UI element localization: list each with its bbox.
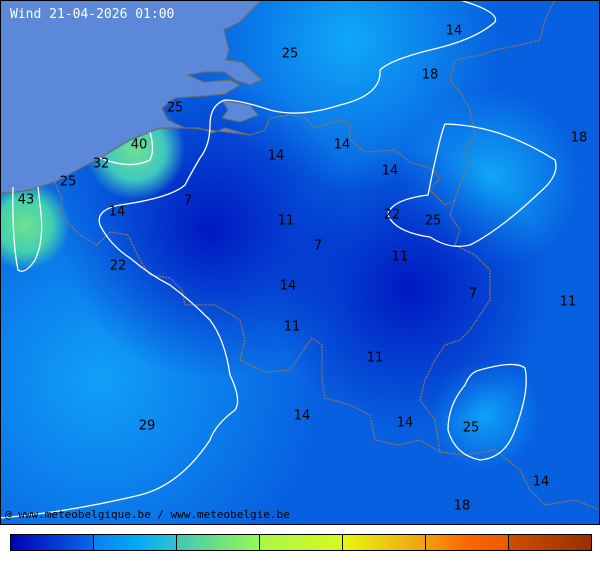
- wind-label: 14: [446, 24, 463, 39]
- wind-label: 7: [184, 194, 192, 209]
- wind-label: 11: [392, 250, 409, 265]
- wind-label: 25: [60, 175, 77, 190]
- estuary: [221, 99, 259, 123]
- wind-label: 14: [294, 409, 311, 424]
- color-scale-segment: [343, 535, 426, 550]
- wind-label: 25: [463, 421, 480, 436]
- wind-label: 14: [533, 475, 550, 490]
- sea-area: [0, 0, 264, 194]
- wind-label: 40: [131, 138, 148, 153]
- wind-map: 14 25 18 18 25 40 14 32 14 14 25 43 7 14…: [0, 0, 600, 525]
- wind-label: 11: [284, 320, 301, 335]
- wind-label: 14: [109, 205, 126, 220]
- wind-label: 7: [314, 239, 322, 254]
- country-borders: [54, 0, 600, 511]
- wind-label: 25: [425, 214, 442, 229]
- wind-label: 11: [278, 214, 295, 229]
- wind-label: 11: [367, 351, 384, 366]
- color-scale-segment: [11, 535, 94, 550]
- wind-label: 43: [18, 193, 35, 208]
- wind-speed-labels: 14 25 18 18 25 40 14 32 14 14 25 43 7 14…: [18, 24, 588, 514]
- wind-label: 14: [397, 416, 414, 431]
- wind-label: 14: [280, 279, 297, 294]
- color-scale-segment: [94, 535, 177, 550]
- wind-label: 7: [469, 287, 477, 302]
- wind-label: 14: [268, 149, 285, 164]
- color-scale-segment: [426, 535, 509, 550]
- color-scale-segment: [177, 535, 260, 550]
- wind-label: 14: [382, 164, 399, 179]
- credit-text: @ www.meteobelgique.be / www.meteobelgie…: [5, 508, 290, 521]
- wind-label: 22: [110, 259, 127, 274]
- color-scale-segment: [509, 535, 591, 550]
- color-scale-segment: [260, 535, 343, 550]
- wind-label: 25: [282, 47, 299, 62]
- wind-label: 18: [571, 131, 588, 146]
- wind-label: 22: [384, 208, 401, 223]
- isotach-contours: [0, 0, 557, 519]
- wind-label: 32: [93, 157, 110, 172]
- wind-label: 11: [560, 295, 577, 310]
- color-scale-bar: [10, 534, 592, 551]
- wind-label: 29: [139, 419, 156, 434]
- wind-label: 18: [422, 68, 439, 83]
- map-title: Wind 21-04-2026 01:00: [10, 7, 175, 22]
- wind-label: 18: [454, 499, 471, 514]
- wind-label: 14: [334, 138, 351, 153]
- wind-label: 25: [167, 101, 184, 116]
